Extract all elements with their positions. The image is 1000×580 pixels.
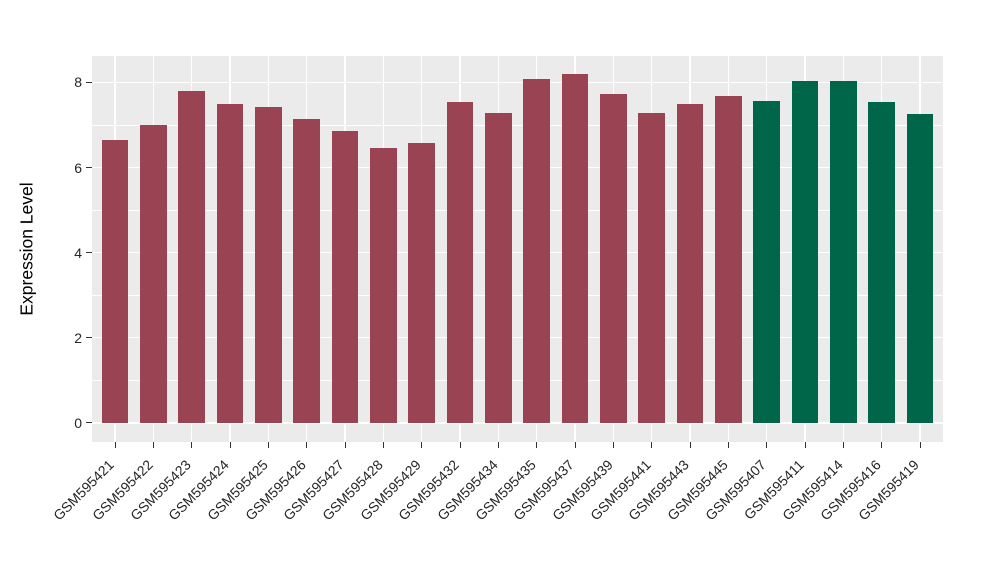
x-tick-mark	[114, 442, 116, 448]
bar	[101, 139, 129, 423]
x-tick-mark	[152, 442, 154, 448]
x-tick-mark	[727, 442, 729, 448]
bar	[561, 73, 589, 423]
x-tick-mark	[229, 442, 231, 448]
y-tick-label: 6	[74, 159, 82, 176]
bar	[408, 142, 436, 423]
major-gridline	[92, 81, 943, 84]
x-tick-mark	[651, 442, 653, 448]
y-tick-label: 4	[74, 244, 82, 261]
y-tick-mark	[86, 422, 92, 424]
bar	[906, 113, 934, 423]
x-tick-mark	[191, 442, 193, 448]
y-tick-label: 2	[74, 329, 82, 346]
bar	[676, 104, 704, 423]
major-gridline	[92, 422, 943, 424]
bar	[293, 118, 321, 423]
minor-gridline	[92, 209, 943, 211]
x-tick-mark	[267, 442, 269, 448]
bar	[829, 80, 857, 423]
bar	[868, 101, 896, 423]
bar	[178, 91, 206, 423]
bar	[216, 103, 244, 423]
x-tick-mark	[881, 442, 883, 448]
y-tick-mark	[86, 252, 92, 254]
bar	[484, 113, 512, 423]
x-tick-mark	[766, 442, 768, 448]
major-gridline	[92, 251, 943, 254]
x-tick-mark	[344, 442, 346, 448]
bar	[523, 79, 551, 423]
x-tick-mark	[306, 442, 308, 448]
x-tick-mark	[459, 442, 461, 448]
x-tick-mark	[919, 442, 921, 448]
x-tick-mark	[804, 442, 806, 448]
major-gridline	[92, 337, 943, 339]
bar	[714, 95, 742, 423]
y-tick-mark	[86, 337, 92, 339]
x-tick-mark	[536, 442, 538, 448]
bar	[446, 102, 474, 423]
y-tick-mark	[86, 167, 92, 168]
bar	[753, 100, 781, 423]
x-tick-mark	[574, 442, 576, 448]
bar	[791, 80, 819, 423]
bar	[254, 106, 282, 423]
bar	[139, 124, 167, 423]
x-tick-mark	[842, 442, 844, 448]
plot-panel	[92, 56, 943, 442]
x-tick-mark	[421, 442, 423, 448]
y-tick-label: 0	[74, 414, 82, 431]
x-tick-mark	[382, 442, 384, 448]
x-tick-mark	[612, 442, 614, 448]
y-tick-mark	[86, 81, 92, 83]
x-tick-mark	[689, 442, 691, 448]
bar	[599, 93, 627, 423]
major-gridline	[92, 166, 943, 169]
minor-gridline	[92, 294, 943, 296]
minor-gridline	[92, 379, 943, 381]
minor-gridline	[92, 124, 943, 126]
x-tick-mark	[497, 442, 499, 448]
bar	[331, 131, 359, 423]
bar	[638, 113, 666, 423]
bar	[369, 147, 397, 423]
y-tick-label: 8	[74, 74, 82, 91]
